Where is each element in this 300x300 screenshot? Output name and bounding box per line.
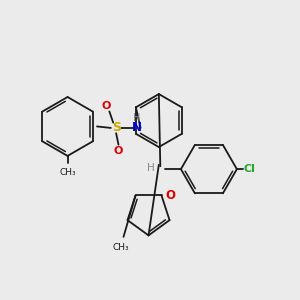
Text: H: H [147, 163, 155, 173]
Text: H: H [133, 113, 140, 124]
Text: Cl: Cl [243, 164, 255, 174]
Text: N: N [132, 122, 142, 134]
Text: O: O [114, 146, 123, 157]
Text: O: O [165, 189, 175, 202]
Text: CH₃: CH₃ [59, 168, 76, 177]
Text: S: S [112, 122, 121, 134]
Text: O: O [101, 100, 110, 110]
Text: CH₃: CH₃ [112, 243, 129, 252]
